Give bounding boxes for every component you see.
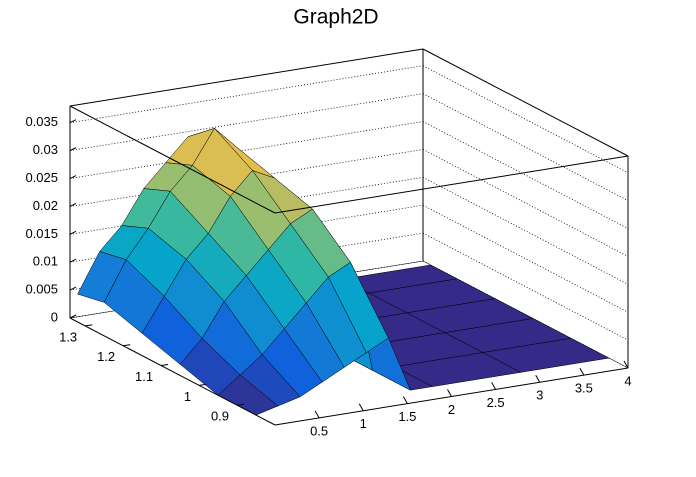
box-edge [274, 155, 629, 214]
x-tick-label: 2.5 [487, 395, 505, 410]
z-tick-label: 0.015 [25, 226, 58, 241]
z-tick-label: 0.01 [33, 254, 58, 269]
grid-line [69, 176, 424, 235]
z-tick [69, 119, 77, 124]
x-tick-label: 3 [536, 388, 543, 403]
grid-line [69, 65, 424, 124]
x-tick-label: 1.5 [398, 409, 416, 424]
x-tick [314, 410, 320, 419]
grid-line [422, 93, 629, 201]
grid-line [69, 204, 424, 263]
y-tick-label: 1 [184, 389, 191, 404]
z-tick [69, 230, 77, 235]
x-tick-label: 0.5 [310, 423, 328, 438]
grid-line [422, 176, 629, 285]
z-tick [69, 314, 77, 319]
grid-line [422, 65, 629, 174]
z-tick-label: 0.035 [25, 114, 58, 129]
grid-line [422, 121, 629, 229]
z-tick [69, 202, 77, 207]
x-tick [535, 375, 541, 383]
y-tick-label: 0.9 [211, 409, 229, 424]
y-tick [199, 383, 207, 386]
x-tick [491, 382, 497, 390]
z-tick [69, 258, 77, 263]
grid-line [422, 232, 629, 341]
x-tick [402, 396, 408, 404]
grid-line [69, 121, 424, 179]
y-axis [69, 317, 276, 426]
grid-line [69, 232, 424, 291]
z-tick [69, 286, 77, 291]
y-tick [236, 403, 245, 406]
y-tick-label: 1.2 [97, 349, 115, 364]
box-edge [69, 48, 424, 107]
y-tick [85, 324, 93, 327]
y-tick [161, 364, 169, 367]
z-tick-label: 0 [51, 309, 58, 324]
z-tick-label: 0.03 [33, 142, 58, 157]
z-tick-label: 0.02 [33, 198, 58, 213]
x-tick-label: 1 [360, 416, 367, 431]
y-tick-label: 1.1 [135, 369, 153, 384]
z-tick [69, 175, 77, 179]
z-tick-label: 0.025 [25, 170, 58, 185]
box-edge [69, 105, 276, 214]
x-tick [623, 360, 629, 369]
y-tick [123, 344, 131, 347]
x-tick [358, 403, 364, 411]
grid-line [422, 149, 629, 257]
z-tick-label: 0.005 [25, 282, 58, 297]
x-tick-label: 2 [448, 402, 455, 417]
z-tick [69, 147, 77, 152]
grid-line [69, 93, 424, 152]
grid-line [69, 149, 424, 207]
grid-line [422, 204, 629, 313]
x-tick [447, 389, 452, 397]
x-tick [579, 367, 585, 376]
x-tick-label: 3.5 [575, 381, 593, 396]
x-tick-label: 4 [624, 373, 631, 388]
box-edge [422, 48, 629, 157]
y-tick-label: 1.3 [59, 329, 77, 344]
chart-title: Graph2D [293, 6, 378, 29]
